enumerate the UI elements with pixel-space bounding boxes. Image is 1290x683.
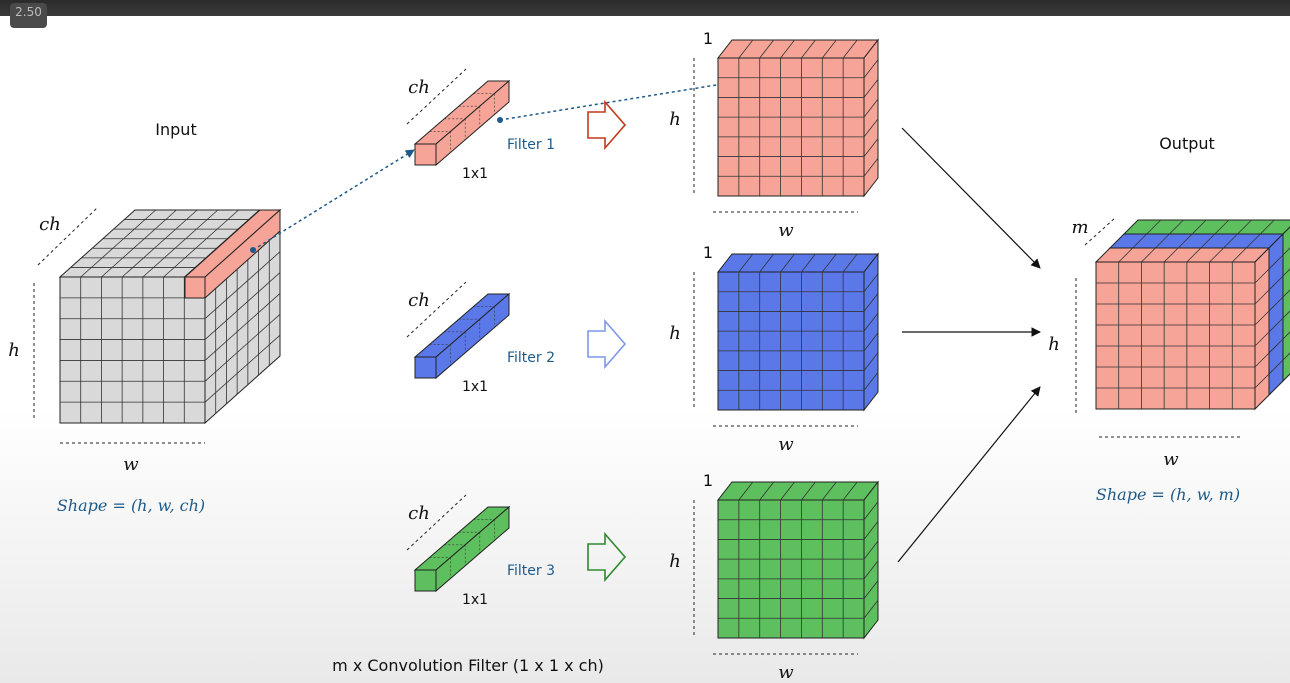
map1-to-output-arrow xyxy=(901,127,1041,269)
input-cube-front xyxy=(59,276,206,424)
playback-speed-badge[interactable]: 2.50 xyxy=(10,3,47,28)
filter-ch-label: ch xyxy=(408,503,430,524)
map-h-label: h xyxy=(669,109,681,130)
input-cube-grid xyxy=(60,209,281,423)
arrow-filter1-icon xyxy=(587,99,627,151)
video-progress-bar[interactable] xyxy=(0,0,1290,16)
map-depth-label: 1 xyxy=(703,471,713,490)
filter-name-label: Filter 1 xyxy=(507,137,555,153)
filter-ch-label: ch xyxy=(408,290,430,311)
filter-ch-label: ch xyxy=(408,77,430,98)
filter-3: ch 1x1 Filter 3 xyxy=(406,494,555,608)
map-w-label: w xyxy=(778,662,794,683)
output-cube xyxy=(1094,219,1290,411)
filter-name-label: Filter 2 xyxy=(507,350,555,366)
output-h-label: h xyxy=(1048,334,1060,355)
filters-group: ch 1x1 Filter 1 ch 1x1 Filter 2 ch 1x1 Filter 3 xyxy=(406,68,555,608)
filter-size-label: 1x1 xyxy=(462,379,488,395)
map-h-label: h xyxy=(669,323,681,344)
input-cube xyxy=(58,208,282,425)
feature-maps-group: 1 h w 1 h w 1 h w xyxy=(669,29,880,683)
input-ch-label: ch xyxy=(39,214,61,235)
output-title: Output xyxy=(1159,134,1215,153)
filter-ch-dimline xyxy=(406,281,467,338)
link-dot-start xyxy=(250,247,256,253)
filter-ch-dimline xyxy=(406,68,467,125)
output-w-label: w xyxy=(1163,449,1179,470)
output-m-label: m xyxy=(1071,217,1088,238)
feature-map-2: 1 h w xyxy=(669,243,880,455)
map-h-label: h xyxy=(669,551,681,572)
map-depth-label: 1 xyxy=(703,29,713,48)
filter-1: ch 1x1 Filter 1 xyxy=(406,68,555,182)
arrow-filter2-icon xyxy=(587,318,627,370)
filter-ch-dimline xyxy=(406,494,467,551)
filter-name-label: Filter 3 xyxy=(507,563,555,579)
map-depth-label: 1 xyxy=(703,243,713,262)
link-dot-filter xyxy=(497,117,503,123)
input-w-label: w xyxy=(123,454,139,475)
output-shape: Shape = (h, w, m) xyxy=(1096,485,1240,504)
input-h-label: h xyxy=(8,340,20,361)
output-m-dimline xyxy=(1084,217,1116,246)
input-highlight-side xyxy=(204,208,281,300)
input-ch-dimline xyxy=(37,207,98,266)
filter-2: ch 1x1 Filter 2 xyxy=(406,281,555,395)
input-shape: Shape = (h, w, ch) xyxy=(57,496,205,515)
input-to-filter-link xyxy=(252,149,415,251)
output-layer-1 xyxy=(1094,246,1271,411)
caption: m x Convolution Filter (1 x 1 x ch) xyxy=(332,656,604,675)
map-w-label: w xyxy=(778,434,794,455)
map-w-label: w xyxy=(778,220,794,241)
filter-size-label: 1x1 xyxy=(462,592,488,608)
map3-to-output-arrow xyxy=(897,386,1041,563)
feature-map-1: 1 h w xyxy=(669,29,880,241)
input-highlight-front xyxy=(184,276,206,299)
arrow-filter3-icon xyxy=(587,531,627,583)
filter-size-label: 1x1 xyxy=(462,166,488,182)
input-title: Input xyxy=(155,120,196,139)
feature-map-3: 1 h w xyxy=(669,471,880,683)
